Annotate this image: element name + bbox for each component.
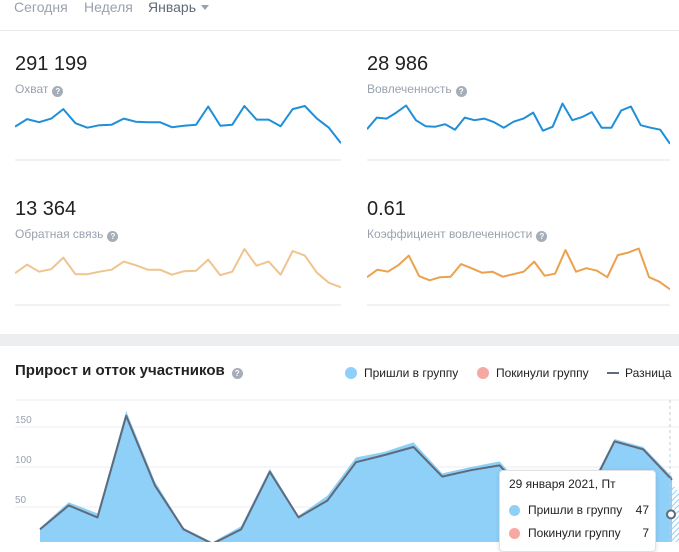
stat-label: Вовлеченность? — [367, 82, 467, 97]
stat-value: 13 364 — [15, 198, 77, 220]
stat-label-text: Коэффициент вовлеченности — [367, 227, 533, 241]
stat-card-reach: 291 199 Охват? — [15, 53, 341, 193]
stat-card-engagement: 28 986 Вовлеченность? — [367, 53, 679, 193]
help-icon[interactable]: ? — [107, 231, 119, 242]
tooltip-date: 29 января 2021, Пт — [509, 477, 616, 491]
help-icon[interactable]: ? — [536, 231, 548, 242]
stat-label: Обратная связь? — [15, 227, 119, 242]
hover-point — [666, 509, 676, 520]
legend-difference[interactable]: Разница — [607, 366, 672, 380]
stat-value: 28 986 — [367, 53, 429, 75]
legend-label: Пришли в группу — [364, 366, 459, 380]
stat-label-text: Вовлеченность — [367, 82, 452, 96]
sparkline — [367, 102, 670, 161]
tooltip-dot — [509, 505, 520, 516]
stat-label: Охват? — [15, 82, 64, 97]
sparkline-line — [15, 248, 341, 289]
legend-joined[interactable]: Пришли в группу — [345, 366, 458, 380]
chevron-down-icon — [201, 5, 209, 10]
chart-title-text: Прирост и отток участников — [15, 362, 225, 379]
help-icon[interactable]: ? — [455, 86, 467, 97]
sparkline-line — [367, 247, 670, 291]
y-tick-label: 50 — [15, 495, 27, 506]
tab-today[interactable]: Сегодня — [14, 0, 68, 15]
tooltip-row-joined: Пришли в группу 47 — [509, 503, 649, 517]
sparkline-line — [15, 105, 341, 144]
help-icon[interactable]: ? — [231, 368, 243, 379]
stat-label-text: Обратная связь — [15, 227, 104, 241]
tab-month-dropdown[interactable]: Январь — [148, 0, 209, 15]
legend-left[interactable]: Покинули группу — [477, 366, 589, 380]
tooltip-row-left: Покинули группу 7 — [509, 526, 649, 540]
section-divider — [0, 334, 679, 346]
stat-label: Коэффициент вовлеченности? — [367, 227, 548, 242]
tooltip-dot — [509, 528, 520, 539]
stat-card-engagement-rate: 0.61 Коэффициент вовлеченности? — [367, 198, 679, 338]
legend-label: Разница — [625, 366, 672, 380]
tab-month-label: Январь — [148, 0, 196, 15]
chart-title: Прирост и отток участников? — [15, 362, 243, 379]
stat-label-text: Охват — [15, 82, 49, 96]
chart-tooltip: 29 января 2021, Пт Пришли в группу 47 Пок… — [499, 470, 656, 552]
legend-label: Покинули группу — [496, 366, 589, 380]
stat-value: 0.61 — [367, 198, 406, 220]
tooltip-value: 47 — [635, 503, 649, 517]
tooltip-value: 7 — [642, 526, 649, 540]
y-tick-label: 150 — [15, 415, 32, 426]
sparkline-line — [367, 102, 670, 145]
legend-dash — [607, 372, 619, 374]
y-tick-label: 100 — [15, 455, 32, 466]
sparkline — [15, 248, 341, 306]
tooltip-label: Покинули группу — [528, 526, 621, 540]
sparkline — [367, 247, 670, 306]
stat-card-feedback: 13 364 Обратная связь? — [15, 198, 341, 338]
tab-week[interactable]: Неделя — [84, 0, 133, 15]
legend-dot — [477, 367, 489, 379]
tooltip-label: Пришли в группу — [528, 503, 623, 517]
stat-value: 291 199 — [15, 53, 88, 75]
sparkline — [15, 105, 341, 161]
help-icon[interactable]: ? — [52, 86, 64, 97]
period-selector: Сегодня Неделя Январь — [0, 0, 679, 31]
legend-dot — [345, 367, 357, 379]
